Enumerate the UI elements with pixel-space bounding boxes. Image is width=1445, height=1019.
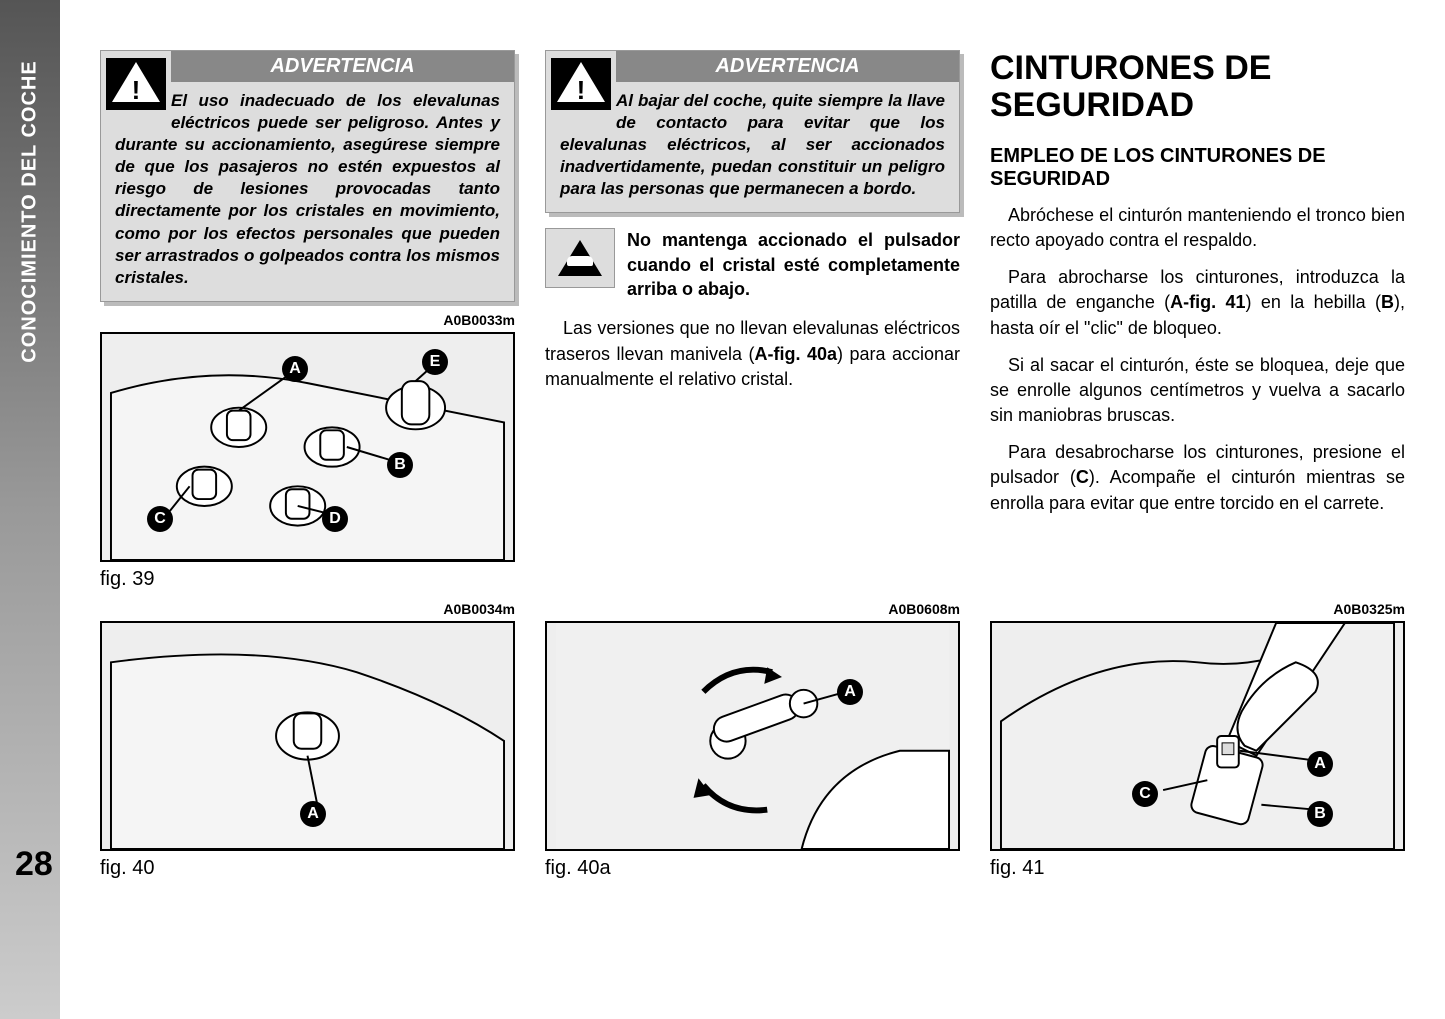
note-box: No mantenga accionado el pulsador cuando…	[545, 228, 960, 301]
figure-39: A B C D E	[100, 332, 515, 562]
fig-ref: A0B0034m	[443, 601, 515, 617]
paragraph: Para abrocharse los cinturones, introduz…	[990, 265, 1405, 341]
fig-label-b: B	[1307, 801, 1333, 827]
section-title: CINTURONES DE SEGURIDAD	[990, 50, 1405, 125]
fig-label-a: A	[837, 679, 863, 705]
column-middle: ADVERTENCIA Al bajar del coche, quite si…	[545, 50, 960, 591]
fig-ref: A0B0033m	[443, 312, 515, 328]
fig-label-a: A	[282, 356, 308, 382]
fig-label-a: A	[1307, 751, 1333, 777]
figure-40a: A	[545, 621, 960, 851]
paragraph: Si al sacar el cinturón, éste se bloquea…	[990, 353, 1405, 429]
warning-icon	[101, 51, 171, 116]
fig-label-d: D	[322, 506, 348, 532]
figure-40a-wrap: A0B0608m A fig. 40a	[545, 621, 960, 880]
warning-box-2: ADVERTENCIA Al bajar del coche, quite si…	[545, 50, 960, 213]
fig-label-e: E	[422, 349, 448, 375]
subsection-title: EMPLEO DE LOS CINTURONES DE SEGURIDAD	[990, 145, 1405, 191]
figure-40: A	[100, 621, 515, 851]
page-number: 28	[15, 845, 53, 884]
fig-caption: fig. 40	[100, 857, 515, 880]
paragraph: Para desabrocharse los cinturones, presi…	[990, 440, 1405, 516]
column-left: ADVERTENCIA El uso inadecuado de los ele…	[100, 50, 515, 591]
warning-icon	[546, 51, 616, 116]
note-icon	[545, 228, 615, 288]
column-right: CINTURONES DE SEGURIDAD EMPLEO DE LOS CI…	[990, 50, 1405, 591]
page-content: ADVERTENCIA El uso inadecuado de los ele…	[100, 50, 1405, 999]
side-tab-label: CONOCIMIENTO DEL COCHE	[19, 60, 42, 362]
warning-header: ADVERTENCIA	[171, 51, 514, 82]
paragraph-versions: Las versiones que no llevan elevalunas e…	[545, 316, 960, 392]
figure-41-wrap: A0B0325m A B C fig. 41	[990, 621, 1405, 880]
fig-ref: A0B0325m	[1333, 601, 1405, 617]
fig-label-c: C	[147, 506, 173, 532]
fig-label-a: A	[300, 801, 326, 827]
fig-caption: fig. 41	[990, 857, 1405, 880]
fig-caption: fig. 39	[100, 568, 515, 591]
bottom-figures-row: A0B0034m A fig. 40 A0B0608m	[100, 621, 1405, 880]
figure-40-wrap: A0B0034m A fig. 40	[100, 621, 515, 880]
warning-header: ADVERTENCIA	[616, 51, 959, 82]
fig-caption: fig. 40a	[545, 857, 960, 880]
fig-label-c: C	[1132, 781, 1158, 807]
warning-box-1: ADVERTENCIA El uso inadecuado de los ele…	[100, 50, 515, 302]
fig-label-b: B	[387, 452, 413, 478]
paragraph: Abróchese el cinturón manteniendo el tro…	[990, 203, 1405, 253]
figure-41: A B C	[990, 621, 1405, 851]
fig-ref: A0B0608m	[888, 601, 960, 617]
